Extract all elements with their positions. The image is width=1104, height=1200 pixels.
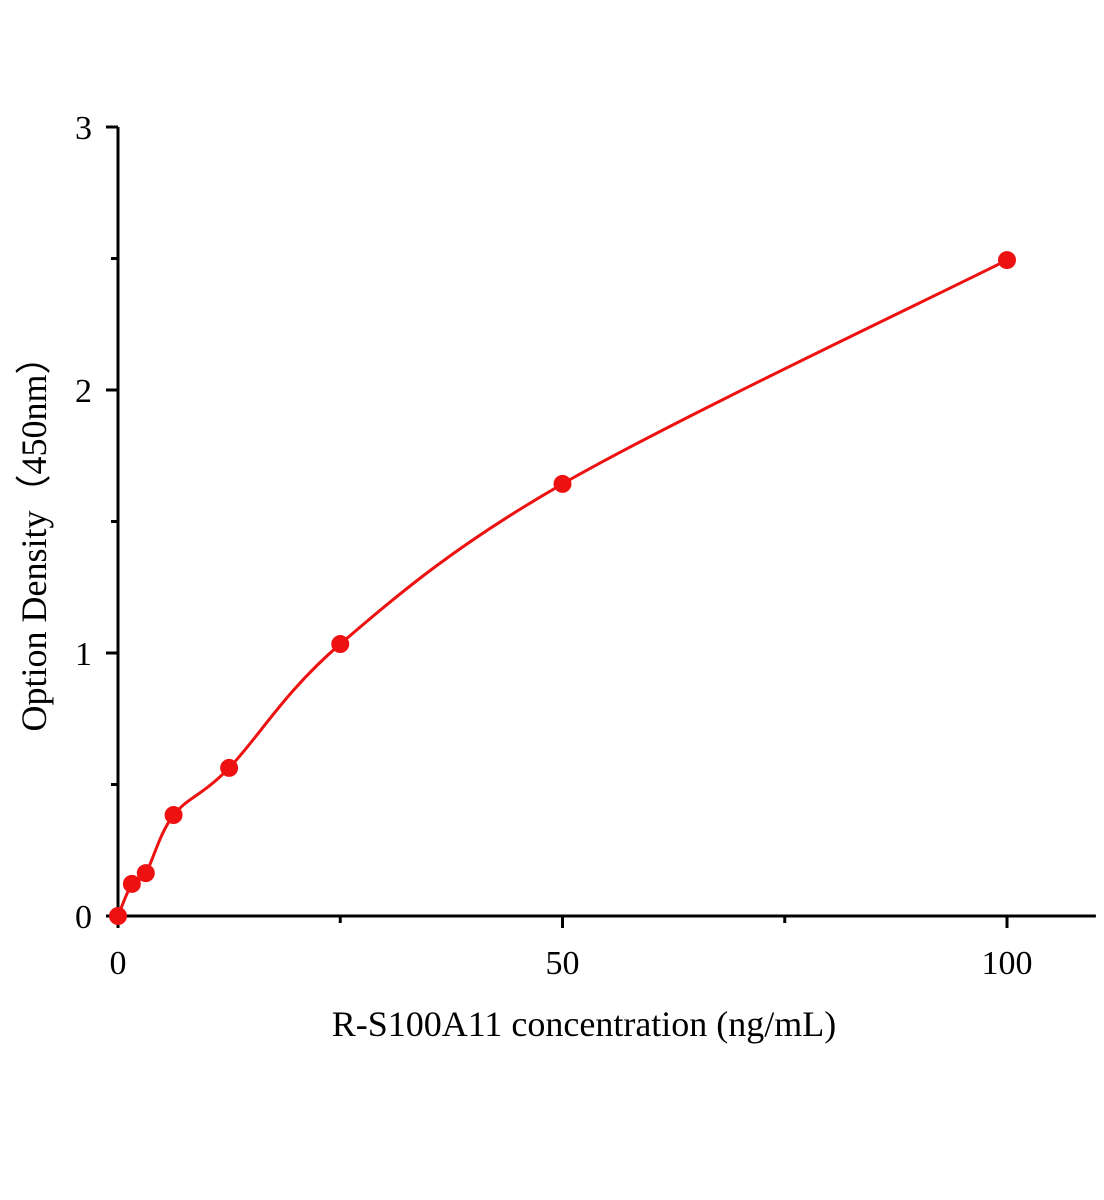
y-tick-label: 2 [75, 373, 92, 410]
y-axis-label: Option Density（450nm） [14, 339, 54, 732]
fit-curve-layer [116, 258, 1008, 917]
data-point [164, 806, 183, 825]
data-point [122, 874, 141, 893]
data-point [998, 251, 1016, 270]
x-tick-label: 0 [110, 945, 127, 982]
axes: 0 50 100 0 1 2 3 [75, 110, 1096, 982]
data-point [220, 758, 239, 777]
data-points-layer [109, 251, 1016, 925]
x-axis-label: R-S100A11 concentration (ng/mL) [332, 1004, 837, 1044]
x-tick-label: 50 [546, 945, 580, 982]
y-tick-label: 1 [75, 636, 92, 673]
y-tick-label: 0 [75, 899, 92, 936]
data-point [136, 864, 155, 883]
fit-curve [116, 258, 1008, 917]
y-tick-label: 3 [75, 110, 92, 147]
data-point [553, 474, 572, 493]
data-point [109, 907, 127, 925]
x-tick-label: 100 [982, 945, 1033, 982]
data-point [331, 635, 350, 654]
